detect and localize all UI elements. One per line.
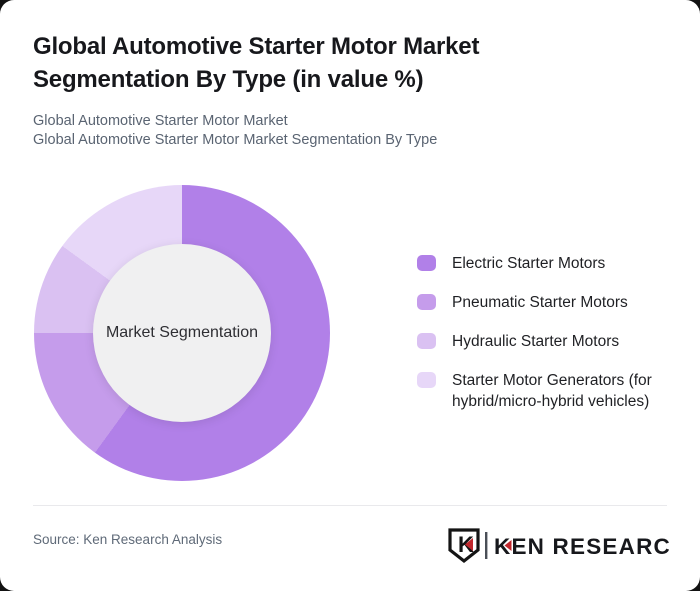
legend-swatch-icon xyxy=(417,372,436,388)
source-note: Source: Ken Research Analysis xyxy=(33,532,223,547)
donut-center-label: Market Segmentation xyxy=(105,324,259,341)
donut-center: Market Segmentation xyxy=(93,244,271,422)
legend-swatch-icon xyxy=(417,333,436,349)
legend-item: Pneumatic Starter Motors xyxy=(417,292,679,313)
chart-legend: Electric Starter Motors Pneumatic Starte… xyxy=(417,253,679,430)
legend-swatch-icon xyxy=(417,255,436,271)
donut-chart: Market Segmentation xyxy=(34,185,330,481)
subtitle-line-1: Global Automotive Starter Motor Market xyxy=(33,113,288,129)
ken-research-logo-icon: K KEN RESEARCH xyxy=(448,528,687,564)
legend-label: Starter Motor Generators (for hybrid/mic… xyxy=(452,372,652,410)
legend-item: Hydraulic Starter Motors xyxy=(417,331,679,352)
subtitle-block: Global Automotive Starter Motor Market G… xyxy=(33,112,437,150)
subtitle-line-2: Global Automotive Starter Motor Market S… xyxy=(33,132,438,148)
ken-research-logo: K KEN RESEARCH xyxy=(447,527,687,570)
legend-item: Starter Motor Generators (for hybrid/mic… xyxy=(417,370,679,412)
legend-item: Electric Starter Motors xyxy=(417,253,679,274)
footer-divider xyxy=(33,505,667,506)
legend-swatch-icon xyxy=(417,294,436,310)
svg-text:KEN RESEARCH: KEN RESEARCH xyxy=(494,534,669,559)
legend-label: Electric Starter Motors xyxy=(452,255,606,272)
legend-label: Pneumatic Starter Motors xyxy=(452,294,628,311)
page-title: Global Automotive Starter Motor Market S… xyxy=(33,33,480,93)
legend-label: Hydraulic Starter Motors xyxy=(452,333,620,350)
